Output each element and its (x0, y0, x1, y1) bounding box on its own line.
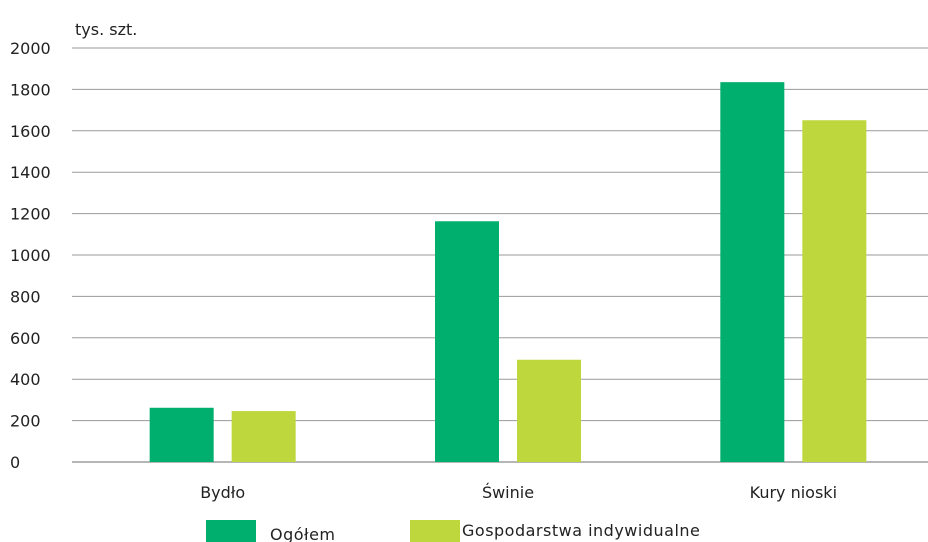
legend: Ogółem Gospodarstwa indywidualne (206, 520, 700, 542)
bar-gospodarstwa-0 (232, 411, 296, 462)
y-axis-ticks: 0 200 400 600 800 1000 1200 1400 1600 1800 2000 (10, 39, 51, 472)
y-tick-label-0: 0 (10, 453, 20, 472)
category-label-0: Bydło (200, 483, 245, 502)
bar-ogolem-2 (720, 82, 784, 462)
y-tick-label-6: 1200 (10, 205, 51, 224)
legend-swatch-1 (410, 520, 460, 542)
grid-lines (72, 48, 928, 462)
category-labels: Bydło Świnie Kury nioski (200, 483, 837, 502)
y-tick-label-7: 1400 (10, 163, 51, 182)
category-label-2: Kury nioski (750, 483, 837, 502)
y-tick-label-4: 800 (10, 287, 41, 306)
legend-label-0: Ogółem (270, 525, 336, 542)
y-axis-unit-label: tys. szt. (75, 20, 137, 39)
y-tick-label-8: 1600 (10, 122, 51, 141)
y-tick-label-5: 1000 (10, 246, 51, 265)
y-tick-label-10: 2000 (10, 39, 51, 58)
y-tick-label-1: 200 (10, 412, 41, 431)
legend-swatch-0 (206, 520, 256, 542)
bar-gospodarstwa-2 (802, 120, 866, 462)
bars (150, 82, 867, 462)
bar-gospodarstwa-1 (517, 360, 581, 462)
legend-label-1: Gospodarstwa indywidualne (462, 521, 700, 540)
bar-ogolem-0 (150, 408, 214, 462)
category-label-1: Świnie (482, 483, 534, 502)
y-tick-label-2: 400 (10, 370, 41, 389)
bar-ogolem-1 (435, 221, 499, 462)
y-tick-label-9: 1800 (10, 80, 51, 99)
y-tick-label-3: 600 (10, 329, 41, 348)
